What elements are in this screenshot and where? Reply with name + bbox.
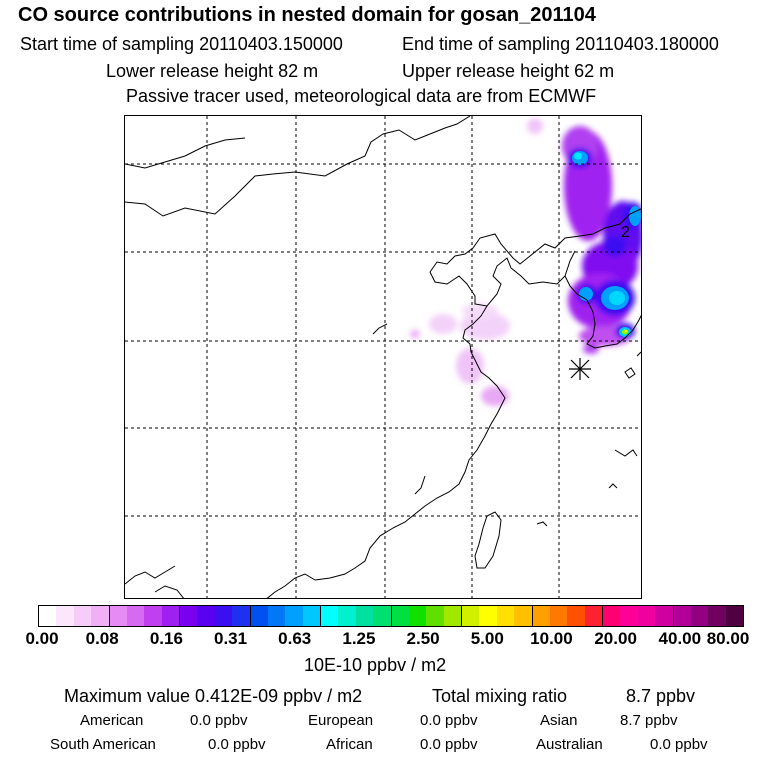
region-value-australian: 0.0 ppbv bbox=[650, 736, 708, 753]
colorbar-tick-label: 80.00 bbox=[706, 629, 750, 648]
colorbar-swatch bbox=[338, 606, 356, 626]
colorbar-swatch bbox=[285, 606, 303, 626]
colorbar-swatch bbox=[197, 606, 215, 626]
colorbar-swatch bbox=[214, 606, 233, 626]
colorbar-swatch bbox=[321, 606, 339, 626]
colorbar bbox=[38, 605, 744, 627]
colorbar-swatch bbox=[39, 606, 57, 626]
colorbar-units: 10E-10 ppbv / m2 bbox=[304, 655, 447, 675]
map-svg: 2 bbox=[125, 116, 641, 598]
total-mixing-value: 8.7 ppbv bbox=[626, 686, 696, 706]
colorbar-swatch bbox=[232, 606, 251, 626]
region-name-asian: Asian bbox=[540, 712, 578, 729]
colorbar-swatch bbox=[443, 606, 462, 626]
colorbar-swatch bbox=[250, 606, 268, 626]
region-name-european: European bbox=[308, 712, 374, 729]
colorbar-tick-label: 5.00 bbox=[470, 629, 504, 648]
contour-label: 2 bbox=[621, 224, 630, 241]
region-name-african: African bbox=[326, 736, 373, 753]
colorbar-tick-label: 1.25 bbox=[342, 629, 376, 648]
colorbar-swatch bbox=[408, 606, 427, 626]
colorbar-swatch bbox=[673, 606, 691, 626]
region-name-south-american: South American bbox=[50, 736, 156, 753]
region-value-asian: 8.7 ppbv bbox=[620, 712, 678, 729]
upper-release-label: Upper release height 62 m bbox=[402, 61, 615, 81]
plume-cores bbox=[572, 151, 641, 337]
colorbar-swatch bbox=[655, 606, 674, 626]
maximum-value: Maximum value 0.412E-09 ppbv / m2 bbox=[64, 686, 363, 706]
colorbar-swatch bbox=[391, 606, 409, 626]
colorbar-swatch bbox=[355, 606, 374, 626]
colorbar-swatch bbox=[144, 606, 162, 626]
colorbar-swatch bbox=[302, 606, 321, 626]
colorbar-tick-label: 0.00 bbox=[25, 629, 59, 648]
colorbar-swatch bbox=[267, 606, 286, 626]
colorbar-swatch bbox=[462, 606, 480, 626]
colorbar-swatch bbox=[549, 606, 568, 626]
region-value-european: 0.0 ppbv bbox=[420, 712, 478, 729]
colorbar-tick-label: 0.16 bbox=[149, 629, 183, 648]
colorbar-swatch bbox=[532, 606, 550, 626]
start-time-label: Start time of sampling 20110403.150000 bbox=[20, 34, 343, 54]
colorbar-swatch bbox=[637, 606, 656, 626]
colorbar-swatch bbox=[91, 606, 110, 626]
colorbar-tick-label: 0.31 bbox=[213, 629, 248, 648]
tracer-note: Passive tracer used, meteorological data… bbox=[126, 86, 597, 106]
colorbar-tick-label: 40.00 bbox=[658, 629, 702, 648]
colorbar-swatch bbox=[584, 606, 603, 626]
colorbar-swatch bbox=[56, 606, 74, 626]
colorbar-tick-label: 0.08 bbox=[85, 629, 119, 648]
colorbar-swatch bbox=[180, 606, 198, 626]
colorbar-swatch bbox=[603, 606, 621, 626]
colorbar-swatch bbox=[161, 606, 180, 626]
colorbar-swatch bbox=[373, 606, 392, 626]
colorbar-swatch bbox=[690, 606, 709, 626]
colorbar-swatch bbox=[496, 606, 515, 626]
colorbar-swatch bbox=[426, 606, 444, 626]
colorbar-swatch bbox=[567, 606, 585, 626]
colorbar-swatch bbox=[514, 606, 533, 626]
region-value-american: 0.0 ppbv bbox=[190, 712, 248, 729]
colorbar-tick-label: 10.00 bbox=[530, 629, 573, 648]
concentration-plume bbox=[410, 118, 641, 406]
receptor-star-icon bbox=[569, 358, 591, 380]
colorbar-swatch bbox=[479, 606, 497, 626]
coastlines bbox=[125, 116, 641, 598]
plot-title: CO source contributions in nested domain… bbox=[18, 4, 596, 26]
region-name-australian: Australian bbox=[536, 736, 603, 753]
colorbar-swatch bbox=[725, 606, 743, 626]
colorbar-swatch bbox=[109, 606, 127, 626]
colorbar-swatch bbox=[708, 606, 726, 626]
map-panel[interactable]: 2 bbox=[124, 115, 642, 599]
colorbar-tick-label: 0.63 bbox=[278, 629, 312, 648]
colorbar-swatch bbox=[73, 606, 92, 626]
region-value-african: 0.0 ppbv bbox=[420, 736, 478, 753]
total-mixing-label: Total mixing ratio bbox=[432, 686, 568, 706]
colorbar-tick-label: 20.00 bbox=[594, 629, 637, 648]
end-time-label: End time of sampling 20110403.180000 bbox=[402, 34, 719, 54]
colorbar-tick-label: 2.50 bbox=[406, 629, 440, 648]
region-value-south-american: 0.0 ppbv bbox=[208, 736, 266, 753]
graticule bbox=[125, 116, 641, 598]
lower-release-label: Lower release height 82 m bbox=[106, 61, 319, 81]
colorbar-swatch bbox=[620, 606, 638, 626]
colorbar-swatch bbox=[126, 606, 145, 626]
region-name-american: American bbox=[80, 712, 144, 729]
